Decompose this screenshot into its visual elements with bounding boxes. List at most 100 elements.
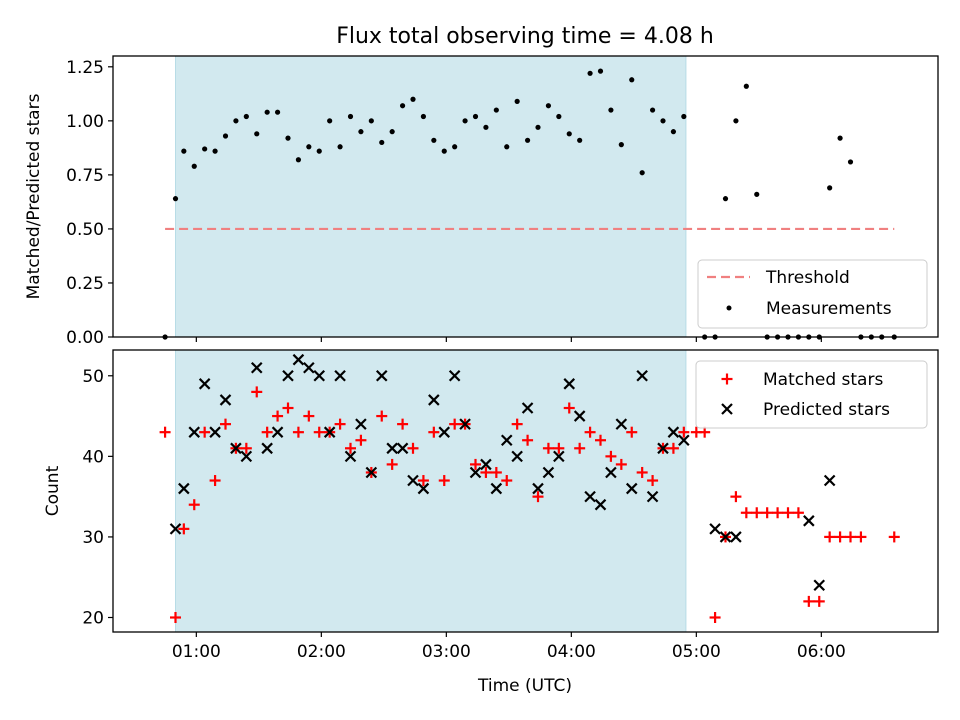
measurement-point — [608, 107, 614, 113]
measurement-point — [347, 113, 354, 120]
predicted-star-point — [563, 378, 576, 390]
matched-star-point — [834, 531, 846, 543]
matched-star-point — [740, 507, 752, 519]
predicted-star-point — [407, 474, 419, 487]
predicted-star-point-b — [813, 579, 826, 592]
top-ytick-label: 1.25 — [66, 58, 104, 78]
matched-star-point — [178, 523, 190, 535]
predicted-star-point — [261, 442, 273, 455]
predicted-star-point-b — [490, 482, 503, 495]
predicted-star-point-b — [344, 450, 357, 463]
predicted-star-point-b — [271, 426, 284, 438]
matched-star-point — [220, 418, 231, 430]
measurement-point — [222, 133, 229, 139]
predicted-star-point — [490, 482, 503, 495]
predicted-star-point — [657, 442, 669, 455]
predicted-star-point-b — [646, 490, 659, 503]
predicted-star-point — [730, 531, 742, 543]
predicted-star-point-b — [823, 474, 836, 487]
matched-legend-marker — [721, 373, 733, 385]
predicted-star-point — [667, 426, 680, 438]
bottom-xtick-label: 03:00 — [422, 642, 471, 662]
predicted-star-point-b — [469, 466, 482, 479]
predicted-legend-marker-b — [721, 403, 733, 415]
measurement-point — [295, 157, 302, 163]
top-ylabel: Matched/Predicted stars — [24, 93, 44, 299]
predicted-star-point-b — [636, 370, 648, 382]
bottom-ytick-label: 50 — [82, 367, 104, 387]
matched-star-point — [355, 434, 367, 446]
matched-star-point — [199, 426, 211, 438]
predicted-star-point — [396, 442, 409, 455]
predicted-star-point — [469, 466, 482, 479]
measurement-point — [212, 148, 218, 154]
predicted-star-point-b — [261, 442, 273, 455]
measurement-point — [306, 144, 312, 150]
predicted-star-point — [438, 426, 451, 438]
top-shaded-interval — [175, 55, 687, 338]
measurement-point — [556, 113, 562, 120]
predicted-star-point — [448, 370, 461, 382]
predicted-star-point-b — [625, 482, 638, 495]
measurement-point — [379, 139, 385, 146]
measurements-legend-swatch — [726, 305, 732, 311]
predicted-star-point-b — [303, 361, 315, 374]
predicted-star-point-b — [250, 361, 263, 374]
matched-star-point — [313, 426, 325, 438]
measurement-point — [504, 144, 510, 150]
predicted-star-point-b — [188, 426, 201, 438]
measurement-point — [847, 159, 854, 165]
matched-star-point — [574, 442, 586, 454]
threshold-legend-label: Threshold — [765, 268, 850, 288]
predicted-star-point — [365, 466, 378, 479]
matched-star-point — [647, 475, 659, 487]
matched-star-point — [511, 418, 523, 430]
matched-star-point — [334, 418, 346, 430]
top-axes-frame — [112, 55, 939, 338]
matched-star-point — [855, 531, 867, 543]
top-ytick-label: 0.75 — [66, 166, 104, 186]
predicted-star-point-b — [198, 378, 211, 390]
measurement-point — [274, 109, 281, 115]
matched-star-point — [803, 595, 815, 607]
matched-star-point — [170, 611, 181, 623]
measurement-point — [681, 113, 687, 120]
measurement-point — [441, 148, 447, 154]
matched-star-point — [678, 426, 690, 438]
predicted-star-point — [198, 378, 211, 390]
predicted-star-point — [303, 361, 315, 374]
measurement-point — [493, 107, 499, 113]
matched-stars-legend-swatch — [721, 373, 733, 385]
measurement-point — [233, 118, 239, 124]
measurement-point — [172, 196, 179, 202]
measurement-point — [202, 146, 208, 152]
predicted-star-point — [209, 426, 221, 438]
matched-star-point — [240, 442, 252, 454]
matched-star-point — [824, 531, 836, 543]
predicted-star-point — [355, 418, 367, 430]
matched-star-point — [470, 458, 481, 470]
predicted-star-point — [271, 426, 284, 438]
predicted-star-point — [480, 458, 492, 471]
bottom-xticks: 01:00 02:00 03:00 04:00 05:00 06:00 — [172, 632, 846, 662]
matched-star-point — [605, 450, 617, 462]
matched-star-point — [159, 426, 171, 438]
predicted-star-point — [282, 370, 294, 382]
measurement-point — [827, 185, 833, 191]
matched-star-point — [345, 442, 356, 454]
matched-star-point — [761, 507, 773, 519]
matched-star-point — [428, 426, 440, 438]
predicted-star-point-b — [573, 410, 586, 422]
predicted-star-point — [292, 353, 305, 366]
predicted-star-point — [615, 418, 628, 430]
top-ytick-label: 0.25 — [66, 274, 104, 294]
predicted-star-point-b — [480, 458, 492, 471]
predicted-star-point-b — [532, 482, 544, 495]
predicted-star-point — [719, 531, 732, 543]
predicted-star-point — [188, 426, 201, 438]
measurement-point — [462, 118, 468, 124]
top-xticks — [195, 337, 822, 342]
measurement-point — [618, 142, 624, 148]
predicted-star-point-b — [323, 426, 336, 438]
matched-star-point — [595, 434, 606, 446]
